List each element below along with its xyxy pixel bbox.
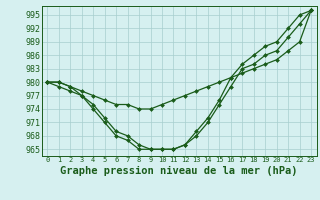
X-axis label: Graphe pression niveau de la mer (hPa): Graphe pression niveau de la mer (hPa)	[60, 166, 298, 176]
